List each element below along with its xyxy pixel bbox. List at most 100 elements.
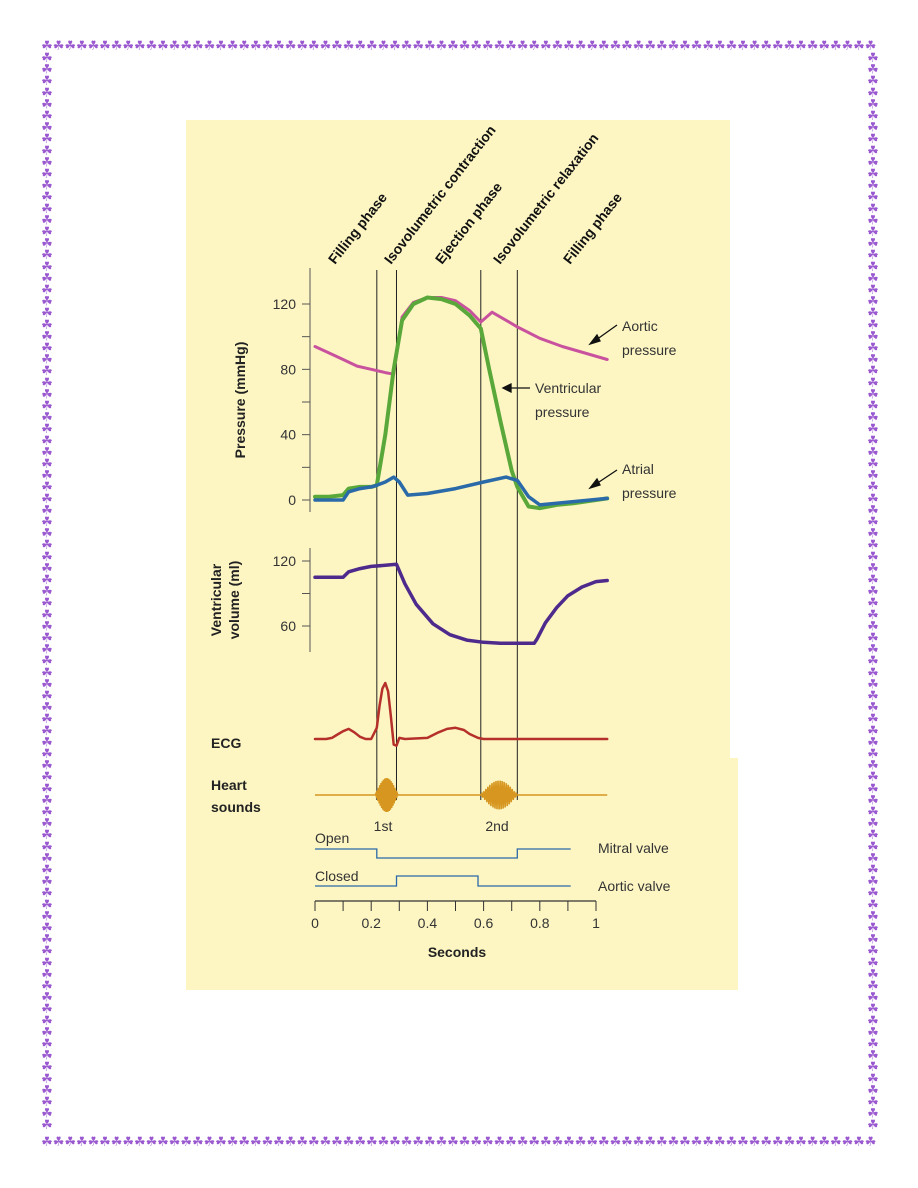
border-leaf-icon: ☘ bbox=[702, 1134, 714, 1149]
border-leaf-icon: ☘ bbox=[204, 38, 216, 53]
border-leaf-icon: ☘ bbox=[41, 932, 53, 947]
border-leaf-icon: ☘ bbox=[41, 711, 53, 726]
border-leaf-icon: ☘ bbox=[41, 665, 53, 680]
border-leaf-icon: ☘ bbox=[867, 1048, 879, 1063]
border-leaf-icon: ☘ bbox=[867, 572, 879, 587]
border-leaf-icon: ☘ bbox=[41, 386, 53, 401]
border-leaf-icon: ☘ bbox=[621, 1134, 633, 1149]
border-leaf-icon: ☘ bbox=[865, 38, 877, 53]
heart-sound-label-2nd: 2nd bbox=[485, 818, 508, 834]
border-leaf-icon: ☘ bbox=[610, 1134, 622, 1149]
border-leaf-icon: ☘ bbox=[656, 1134, 668, 1149]
border-leaf-icon: ☘ bbox=[505, 38, 517, 53]
border-leaf-icon: ☘ bbox=[867, 804, 879, 819]
border-leaf-icon: ☘ bbox=[169, 38, 181, 53]
aortic-pressure-arrowhead bbox=[588, 333, 601, 346]
border-leaf-icon: ☘ bbox=[575, 1134, 587, 1149]
border-leaf-icon: ☘ bbox=[215, 1134, 227, 1149]
ventricular-pressure-label-line1: Ventricular bbox=[535, 380, 601, 396]
border-leaf-icon: ☘ bbox=[41, 85, 53, 100]
border-leaf-icon: ☘ bbox=[134, 1134, 146, 1149]
border-leaf-icon: ☘ bbox=[867, 85, 879, 100]
border-leaf-icon: ☘ bbox=[656, 38, 668, 53]
border-leaf-icon: ☘ bbox=[867, 352, 879, 367]
border-leaf-icon: ☘ bbox=[867, 514, 879, 529]
border-leaf-icon: ☘ bbox=[867, 665, 879, 680]
border-leaf-icon: ☘ bbox=[41, 1094, 53, 1109]
border-leaf-icon: ☘ bbox=[528, 38, 540, 53]
border-leaf-icon: ☘ bbox=[76, 38, 88, 53]
border-leaf-icon: ☘ bbox=[320, 38, 332, 53]
border-leaf-icon: ☘ bbox=[867, 131, 879, 146]
border-leaf-icon: ☘ bbox=[749, 38, 761, 53]
border-leaf-icon: ☘ bbox=[41, 966, 53, 981]
border-leaf-icon: ☘ bbox=[807, 1134, 819, 1149]
border-leaf-icon: ☘ bbox=[41, 781, 53, 796]
border-leaf-icon: ☘ bbox=[867, 73, 879, 88]
border-leaf-icon: ☘ bbox=[867, 1117, 879, 1132]
border-leaf-icon: ☘ bbox=[401, 38, 413, 53]
border-leaf-icon: ☘ bbox=[867, 700, 879, 715]
border-leaf-icon: ☘ bbox=[227, 1134, 239, 1149]
border-leaf-icon: ☘ bbox=[157, 38, 169, 53]
border-leaf-icon: ☘ bbox=[867, 1106, 879, 1121]
border-leaf-icon: ☘ bbox=[867, 120, 879, 135]
border-leaf-icon: ☘ bbox=[41, 897, 53, 912]
border-leaf-icon: ☘ bbox=[41, 352, 53, 367]
border-leaf-icon: ☘ bbox=[867, 560, 879, 575]
aortic-pressure-label-line1: Aortic bbox=[622, 318, 658, 334]
border-leaf-icon: ☘ bbox=[389, 1134, 401, 1149]
ventricular-pressure-arrowhead bbox=[501, 382, 512, 394]
border-leaf-icon: ☘ bbox=[401, 1134, 413, 1149]
atrial-pressure-label-line1: Atrial bbox=[622, 461, 654, 477]
border-leaf-icon: ☘ bbox=[41, 189, 53, 204]
border-leaf-icon: ☘ bbox=[41, 560, 53, 575]
border-leaf-icon: ☘ bbox=[867, 282, 879, 297]
border-leaf-icon: ☘ bbox=[41, 943, 53, 958]
border-leaf-icon: ☘ bbox=[41, 270, 53, 285]
border-leaf-icon: ☘ bbox=[41, 595, 53, 610]
heart-sound-burst-1 bbox=[374, 778, 399, 813]
border-leaf-icon: ☘ bbox=[122, 1134, 134, 1149]
border-leaf-icon: ☘ bbox=[867, 433, 879, 448]
border-leaf-icon: ☘ bbox=[285, 38, 297, 53]
border-leaf-icon: ☘ bbox=[867, 270, 879, 285]
border-leaf-icon: ☘ bbox=[41, 73, 53, 88]
border-leaf-icon: ☘ bbox=[867, 236, 879, 251]
border-leaf-icon: ☘ bbox=[679, 1134, 691, 1149]
border-leaf-icon: ☘ bbox=[867, 62, 879, 77]
border-leaf-icon: ☘ bbox=[867, 502, 879, 517]
border-leaf-icon: ☘ bbox=[867, 1059, 879, 1074]
border-leaf-icon: ☘ bbox=[633, 1134, 645, 1149]
border-leaf-icon: ☘ bbox=[867, 746, 879, 761]
border-leaf-icon: ☘ bbox=[41, 317, 53, 332]
border-leaf-icon: ☘ bbox=[867, 386, 879, 401]
figure-background bbox=[186, 120, 730, 760]
annotation-arrows bbox=[501, 324, 618, 490]
border-leaf-icon: ☘ bbox=[867, 468, 879, 483]
border-leaf-icon: ☘ bbox=[273, 1134, 285, 1149]
border-leaf-icon: ☘ bbox=[867, 827, 879, 842]
atrial-pressure-arrowhead bbox=[588, 477, 601, 490]
border-leaf-icon: ☘ bbox=[867, 1036, 879, 1051]
border-leaf-icon: ☘ bbox=[586, 38, 598, 53]
border-leaf-icon: ☘ bbox=[505, 1134, 517, 1149]
border-leaf-icon: ☘ bbox=[621, 38, 633, 53]
border-leaf-icon: ☘ bbox=[41, 1048, 53, 1063]
border-leaf-icon: ☘ bbox=[250, 38, 262, 53]
border-leaf-icon: ☘ bbox=[331, 1134, 343, 1149]
border-leaf-icon: ☘ bbox=[867, 966, 879, 981]
border-leaf-icon: ☘ bbox=[308, 1134, 320, 1149]
border-leaf-icon: ☘ bbox=[41, 1024, 53, 1039]
border-leaf-icon: ☘ bbox=[867, 618, 879, 633]
x-axis-tick-label: 0.2 bbox=[361, 915, 381, 931]
border-leaf-icon: ☘ bbox=[691, 38, 703, 53]
border-leaf-icon: ☘ bbox=[749, 1134, 761, 1149]
border-leaf-icon: ☘ bbox=[867, 676, 879, 691]
border-leaf-icon: ☘ bbox=[41, 294, 53, 309]
border-leaf-icon: ☘ bbox=[867, 201, 879, 216]
border-leaf-icon: ☘ bbox=[795, 1134, 807, 1149]
border-leaf-icon: ☘ bbox=[867, 1082, 879, 1097]
pressure-y-tick-label: 0 bbox=[288, 492, 296, 508]
border-leaf-icon: ☘ bbox=[867, 607, 879, 622]
